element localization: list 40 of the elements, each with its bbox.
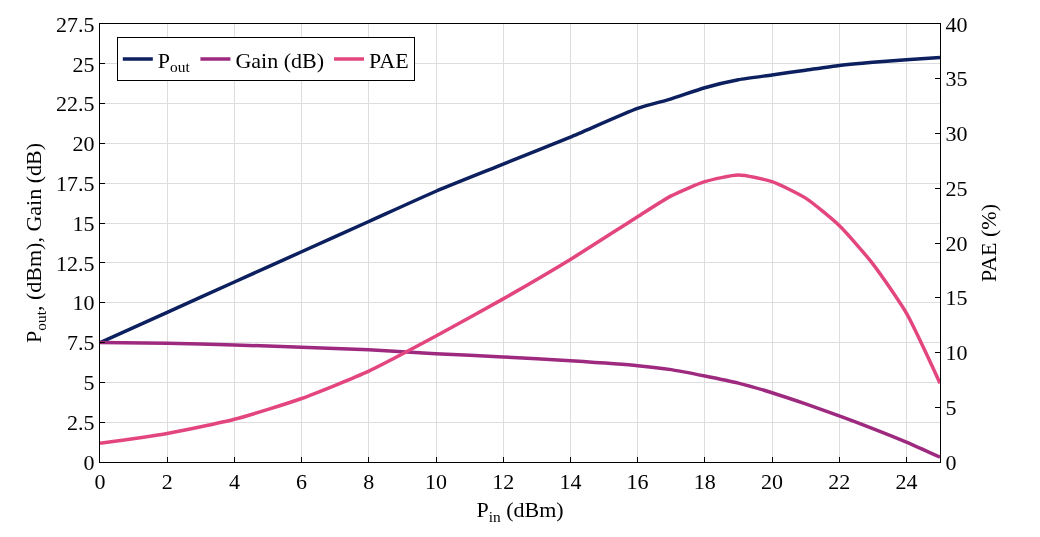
x-tick-label: 20 bbox=[761, 469, 783, 495]
x-tick-label: 18 bbox=[693, 469, 716, 495]
y2-tick-label: 5 bbox=[945, 394, 957, 420]
y-tick-label: 22.5 bbox=[56, 91, 95, 117]
x-tick-label: 16 bbox=[626, 469, 649, 495]
y2-tick-label: 35 bbox=[945, 66, 968, 92]
y-tick-label: 27.5 bbox=[56, 11, 95, 37]
x-tick-label: 22 bbox=[828, 469, 851, 495]
legend-label: PAE bbox=[369, 47, 409, 73]
y2-tick-label: 20 bbox=[945, 230, 968, 256]
y-tick-label: 17.5 bbox=[56, 170, 95, 196]
x-tick-label: 10 bbox=[425, 469, 447, 495]
y2-tick-label: 40 bbox=[945, 11, 968, 37]
x-tick-label: 2 bbox=[161, 469, 173, 495]
y-tick-label: 2.5 bbox=[67, 409, 95, 435]
y-tick-label: 25 bbox=[72, 51, 95, 77]
x-axis-title: P$_{in}$ (dBm) bbox=[476, 497, 564, 525]
y-tick-label: 20 bbox=[72, 131, 95, 157]
y-tick-label: 15 bbox=[72, 210, 95, 236]
x-tick-label: 6 bbox=[296, 469, 308, 495]
x-tick-label: 14 bbox=[559, 469, 582, 495]
y-tick-label: 5 bbox=[83, 370, 95, 396]
y2-tick-label: 15 bbox=[945, 285, 968, 311]
y2-tick-label: 10 bbox=[945, 340, 968, 366]
y-tick-label: 12.5 bbox=[56, 250, 95, 276]
legend-label: Gain (dB) bbox=[235, 47, 325, 73]
y2-tick-label: 30 bbox=[945, 121, 968, 147]
x-tick-label: 8 bbox=[363, 469, 375, 495]
legend-label: P$_{out}$ bbox=[157, 47, 191, 76]
x-tick-label: 12 bbox=[492, 469, 515, 495]
y2-tick-label: 0 bbox=[945, 449, 957, 475]
y-tick-label: 7.5 bbox=[67, 330, 95, 356]
y-tick-label: 0 bbox=[83, 449, 95, 475]
y-tick-label: 10 bbox=[72, 290, 95, 316]
line-series bbox=[100, 340, 940, 459]
x-tick-label: 24 bbox=[895, 469, 918, 495]
x-tick-label: 4 bbox=[228, 469, 240, 495]
y2-axis-title: PAE (%) bbox=[976, 203, 1002, 283]
y2-tick-label: 25 bbox=[945, 175, 968, 201]
line-series bbox=[100, 173, 940, 446]
